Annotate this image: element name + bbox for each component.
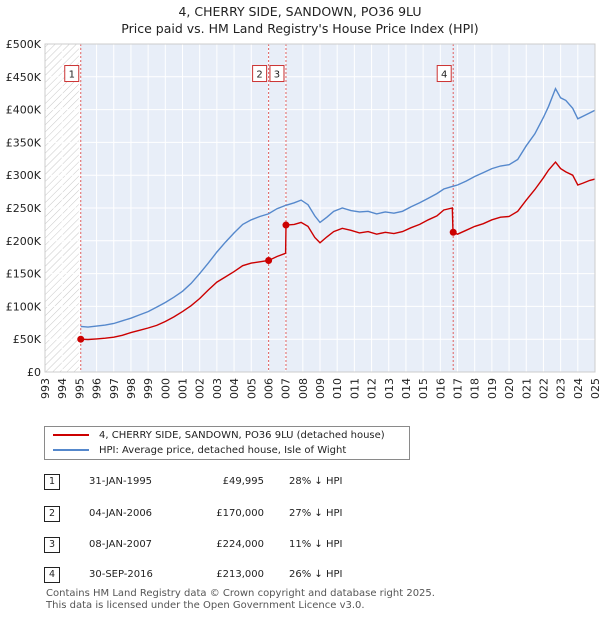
x-tick-label: 1997 [108, 378, 121, 400]
legend-label-hpi: HPI: Average price, detached house, Isle… [99, 445, 347, 456]
legend-swatch-property [53, 434, 89, 436]
y-tick-label: £500K [6, 38, 42, 51]
x-tick-label: 2008 [297, 378, 310, 400]
y-tick-label: £450K [6, 71, 42, 84]
sale-price: £49,995 [222, 476, 264, 487]
legend: 4, CHERRY SIDE, SANDOWN, PO36 9LU (detac… [44, 426, 410, 460]
sale-date: 30-SEP-2016 [89, 569, 153, 580]
x-tick-label: 1999 [142, 378, 155, 400]
x-tick-label: 1995 [73, 378, 86, 400]
price-chart: £0 £50K £100K £150K £200K £250K £300K £350K £400… [6, 38, 600, 400]
chart-subtitle: Price paid vs. HM Land Registry's House … [121, 21, 479, 36]
sale-price: £170,000 [216, 508, 264, 519]
x-tick-label: 2025 [589, 378, 600, 400]
sale-number-box [269, 65, 285, 83]
sale-hpi-delta: 27% ↓ HPI [289, 508, 343, 519]
sale-number-badge: 3 [44, 537, 60, 553]
x-tick-label: 2019 [486, 378, 499, 400]
x-tick-label: 2000 [159, 378, 172, 400]
sale-point [265, 256, 273, 264]
y-tick-label: £150K [6, 268, 42, 281]
sale-number-label: 3 [274, 70, 280, 81]
sale-hpi-delta: 11% ↓ HPI [289, 539, 343, 550]
x-tick-label: 2006 [262, 378, 275, 400]
chart-title: 4, CHERRY SIDE, SANDOWN, PO36 9LU [178, 4, 422, 19]
sale-number-badge: 4 [44, 567, 60, 583]
x-tick-label: 1998 [125, 378, 138, 400]
plot-frame [44, 43, 596, 373]
table-row: 4 30-SEP-2016 £213,000 26% ↓ HPI [44, 567, 444, 583]
x-tick-label: 2015 [417, 378, 430, 400]
x-tick-label: 2022 [537, 378, 550, 400]
x-tick-label: 2021 [520, 378, 533, 400]
x-tick-label: 2018 [469, 378, 482, 400]
x-tick-label: 2014 [400, 378, 413, 400]
table-row: 2 04-JAN-2006 £170,000 27% ↓ HPI [44, 506, 444, 522]
x-tick-label: 1996 [91, 378, 104, 400]
x-tick-label: 2011 [348, 378, 361, 400]
legend-swatch-hpi [53, 449, 89, 451]
sale-price: £213,000 [216, 569, 264, 580]
x-tick-label: 2001 [177, 378, 190, 400]
legend-item-hpi: HPI: Average price, detached house, Isle… [53, 444, 346, 458]
x-tick-label: 2017 [452, 378, 465, 400]
x-tick-label: 2007 [280, 378, 293, 400]
property-price-line [80, 161, 596, 341]
x-tick-label: 2003 [211, 378, 224, 400]
sale-number-badge: 2 [44, 506, 60, 522]
legend-label-property: 4, CHERRY SIDE, SANDOWN, PO36 9LU (detac… [99, 430, 385, 441]
y-tick-label: £0 [27, 366, 41, 379]
footer-copyright: Contains HM Land Registry data © Crown c… [46, 588, 435, 599]
sale-hpi-delta: 28% ↓ HPI [289, 476, 343, 487]
sale-hpi-delta: 26% ↓ HPI [289, 569, 343, 580]
y-tick-label: £300K [6, 169, 42, 182]
footer-licence: This data is licensed under the Open Gov… [46, 600, 365, 611]
sale-point [282, 221, 290, 229]
sale-number-label: 2 [256, 70, 262, 81]
legend-item-property: 4, CHERRY SIDE, SANDOWN, PO36 9LU (detac… [53, 429, 385, 443]
x-tick-label: 2024 [572, 378, 585, 400]
y-tick-label: £100K [6, 300, 42, 313]
sale-number-badge: 1 [44, 474, 60, 490]
sale-point [77, 335, 85, 343]
hpi-line [80, 86, 596, 328]
x-tick-label: 2010 [331, 378, 344, 400]
sale-number-box [64, 65, 80, 83]
y-tick-label: £200K [6, 235, 42, 248]
sale-date: 08-JAN-2007 [89, 539, 153, 550]
sale-price: £224,000 [216, 539, 264, 550]
y-tick-label: £50K [13, 333, 42, 346]
x-tick-label: 1993 [39, 378, 52, 400]
x-tick-label: 2002 [194, 378, 207, 400]
y-tick-label: £400K [6, 104, 42, 117]
table-row: 1 31-JAN-1995 £49,995 28% ↓ HPI [44, 474, 444, 490]
x-tick-label: 2016 [434, 378, 447, 400]
x-tick-label: 1994 [56, 378, 69, 400]
x-tick-label: 2012 [366, 378, 379, 400]
x-tick-label: 2020 [503, 378, 516, 400]
sale-point [449, 228, 457, 236]
y-tick-label: £350K [6, 136, 42, 149]
sale-number-label: 4 [441, 70, 447, 81]
x-tick-label: 2005 [245, 378, 258, 400]
sale-number-label: 1 [69, 70, 75, 81]
x-tick-label: 2013 [383, 378, 396, 400]
x-tick-label: 2009 [314, 378, 327, 400]
x-tick-label: 2023 [555, 378, 568, 400]
table-row: 3 08-JAN-2007 £224,000 11% ↓ HPI [44, 537, 444, 553]
sale-number-box [436, 65, 452, 83]
footer: Contains HM Land Registry data © Crown c… [46, 588, 435, 612]
sale-date: 31-JAN-1995 [89, 476, 153, 487]
sale-number-box [252, 65, 268, 83]
sale-date: 04-JAN-2006 [89, 508, 153, 519]
x-tick-label: 2004 [228, 378, 241, 400]
y-tick-label: £250K [6, 202, 42, 215]
